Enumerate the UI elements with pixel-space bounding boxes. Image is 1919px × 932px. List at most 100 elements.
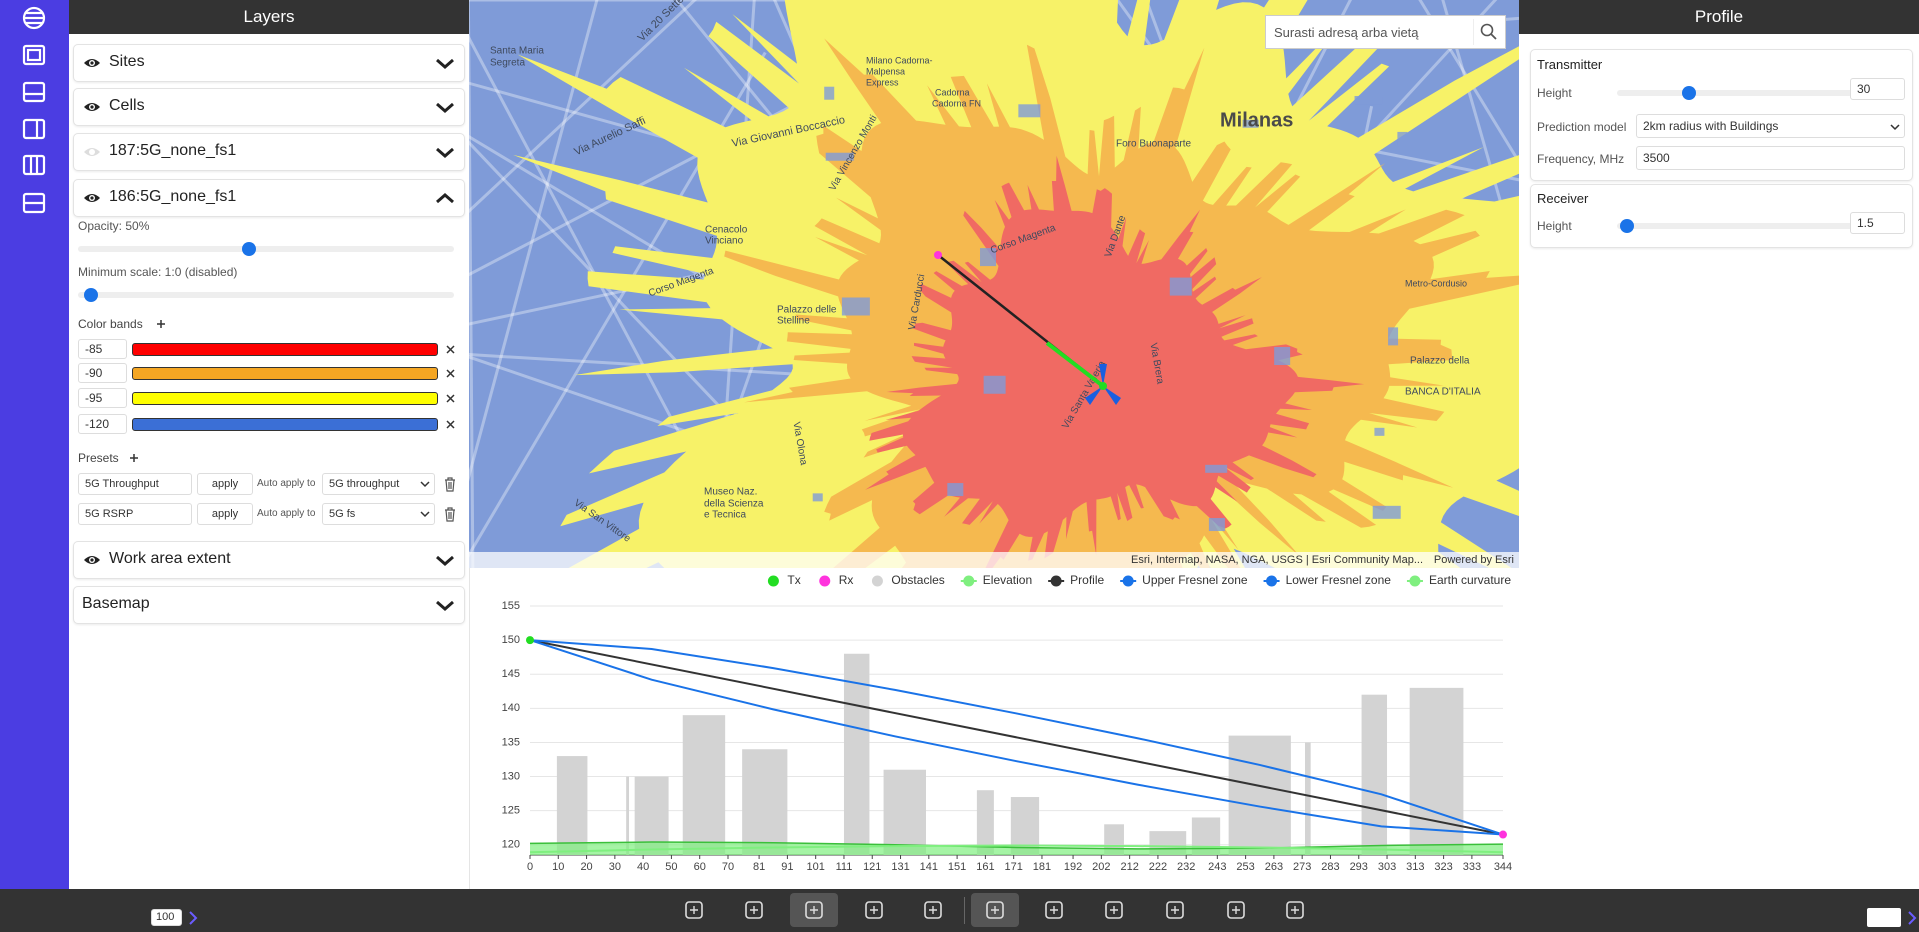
tool-button[interactable] [863, 899, 885, 921]
y-tick-label: 150 [502, 634, 520, 646]
toolbar-icons[interactable] [22, 6, 46, 214]
layer-item[interactable]: 186:5G_none_fs1 [73, 179, 465, 217]
height-input[interactable]: 1.5 [1850, 212, 1905, 234]
model-select[interactable]: 2km radius with Buildings [1636, 114, 1905, 138]
map-label: Milano Cadorna- [866, 55, 933, 65]
tool-button[interactable] [743, 899, 765, 921]
building-gap [1018, 104, 1041, 118]
layer-item[interactable]: 187:5G_none_fs1 [73, 133, 465, 171]
rx-marker[interactable] [934, 251, 942, 259]
layer-name: Work area extent [109, 550, 231, 567]
band-value[interactable]: -85 [78, 339, 127, 359]
select-chevron[interactable] [419, 479, 431, 489]
search-placeholder: Surasti adresą arba vietą [1274, 25, 1419, 40]
select-chevron[interactable] [1889, 122, 1901, 132]
expand-toggle[interactable] [434, 552, 456, 568]
field-label: Height [1537, 86, 1572, 100]
x-tick-label: 81 [753, 861, 765, 873]
next-arrow[interactable] [1907, 911, 1917, 925]
search-icon[interactable] [1473, 16, 1505, 48]
slider-track[interactable] [1617, 90, 1855, 96]
point[interactable] [526, 636, 534, 645]
slider-track[interactable] [78, 292, 454, 298]
tool-button[interactable] [683, 899, 705, 921]
slider-knob[interactable] [1620, 219, 1634, 233]
expand-toggle[interactable] [434, 99, 456, 115]
band-color[interactable] [132, 343, 438, 356]
visibility-toggle[interactable] [82, 143, 102, 161]
expand-toggle[interactable] [434, 190, 456, 206]
layer-item[interactable]: Basemap [73, 586, 465, 624]
legend-item[interactable]: Lower Fresnel zone [1263, 573, 1392, 587]
powered-by[interactable]: Powered by Esri [1433, 554, 1514, 566]
remove-band[interactable] [446, 369, 455, 378]
add-preset[interactable] [129, 453, 139, 463]
delete-preset[interactable] [442, 476, 458, 492]
band-color[interactable] [132, 367, 438, 380]
building-gap [1205, 464, 1228, 473]
band-color[interactable] [132, 418, 438, 431]
legend-item[interactable]: Upper Fresnel zone [1120, 573, 1248, 587]
zoom-input[interactable]: 100 [151, 909, 182, 926]
obstacle-bar [626, 776, 629, 855]
height-input[interactable]: 30 [1850, 78, 1905, 100]
profile-panel: Profile Transmitter Height 30 Prediction mo… [1519, 0, 1919, 889]
preset-target[interactable]: 5G fs [322, 503, 435, 525]
legend-item[interactable]: Profile [1048, 573, 1104, 587]
visibility-toggle[interactable] [82, 189, 102, 207]
legend-item[interactable]: Earth curvature [1406, 573, 1511, 587]
preset-name[interactable]: 5G RSRP [78, 503, 192, 525]
layer-item[interactable]: Sites [73, 44, 465, 82]
select-chevron[interactable] [419, 509, 431, 519]
delete-preset[interactable] [442, 506, 458, 522]
right-input[interactable] [1867, 908, 1901, 927]
expand-toggle[interactable] [434, 55, 456, 71]
preset-target[interactable]: 5G throughput [322, 473, 435, 495]
layer-item[interactable]: Cells [73, 88, 465, 126]
visibility-toggle[interactable] [82, 98, 102, 116]
building-gap [1354, 96, 1383, 105]
legend-item[interactable]: Elevation [960, 573, 1032, 587]
add-band[interactable] [156, 319, 166, 329]
legend-item[interactable]: Rx [819, 573, 853, 587]
remove-band[interactable] [446, 394, 455, 403]
remove-band[interactable] [446, 420, 455, 429]
slider-knob[interactable] [84, 288, 98, 302]
preset-name[interactable]: 5G Throughput [78, 473, 192, 495]
slider-knob[interactable] [1682, 86, 1696, 100]
search-box[interactable]: Surasti adresą arba vietą [1265, 15, 1506, 49]
slider-track[interactable] [1617, 223, 1855, 229]
tool-button[interactable] [1284, 899, 1306, 921]
slider-knob[interactable] [242, 242, 256, 256]
slider-track[interactable] [78, 246, 454, 252]
band-value[interactable]: -90 [78, 363, 127, 383]
band-color[interactable] [132, 392, 438, 405]
apply-button[interactable]: apply [197, 473, 253, 495]
tool-button[interactable] [1225, 899, 1247, 921]
apply-button[interactable]: apply [197, 503, 253, 525]
remove-band[interactable] [446, 345, 455, 354]
expand-toggle[interactable] [434, 144, 456, 160]
legend-item[interactable]: Tx [767, 573, 801, 587]
x-tick-label: 283 [1321, 861, 1339, 873]
tool-button[interactable] [1103, 899, 1125, 921]
legend-item[interactable]: Obstacles [871, 573, 945, 587]
tool-button[interactable] [984, 899, 1006, 921]
band-value[interactable]: -120 [78, 414, 127, 434]
point[interactable] [1499, 830, 1507, 839]
visibility-toggle[interactable] [82, 54, 102, 72]
map-label: e Tecnica [704, 510, 747, 521]
tool-button[interactable] [803, 899, 825, 921]
layer-item[interactable]: Work area extent [73, 541, 465, 579]
next-arrow[interactable] [188, 911, 198, 925]
tx-site[interactable] [1085, 364, 1121, 405]
y-tick-label: 130 [502, 770, 520, 782]
tool-button[interactable] [1164, 899, 1186, 921]
tool-button[interactable] [1043, 899, 1065, 921]
expand-toggle[interactable] [434, 597, 456, 613]
visibility-toggle[interactable] [82, 551, 102, 569]
band-value[interactable]: -95 [78, 388, 127, 408]
frequency-input[interactable]: 3500 [1636, 146, 1905, 170]
tool-button[interactable] [922, 899, 944, 921]
